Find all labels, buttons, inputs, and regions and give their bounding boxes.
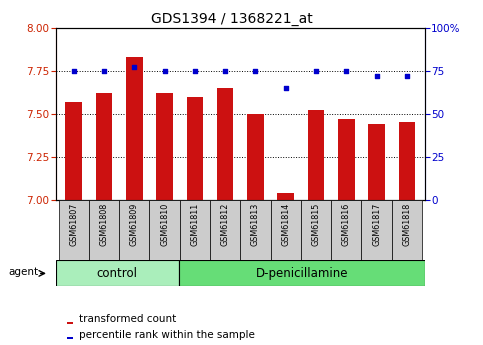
Bar (331, 200, 361, 260)
Point (130, 65, 138, 70)
Bar (210, 200, 241, 260)
Text: D-penicillamine: D-penicillamine (256, 267, 348, 280)
Text: agent: agent (8, 267, 39, 277)
Bar (56, 260, 179, 286)
Point (100, 68, 108, 73)
Text: GSM61809: GSM61809 (130, 203, 139, 246)
Bar (186, 97, 203, 200)
Bar (58, 200, 89, 260)
Text: GSM61813: GSM61813 (251, 203, 260, 246)
Bar (67, 322, 73, 324)
Bar (96, 93, 113, 200)
Bar (156, 93, 173, 200)
Bar (392, 200, 422, 260)
Point (161, 68, 169, 73)
Bar (398, 122, 415, 200)
Point (342, 68, 350, 73)
Bar (368, 124, 385, 200)
Point (312, 68, 320, 73)
Point (403, 73, 411, 79)
Bar (308, 110, 325, 200)
Point (221, 68, 229, 73)
Text: GDS1394 / 1368221_at: GDS1394 / 1368221_at (151, 12, 313, 26)
Text: GSM61815: GSM61815 (312, 203, 321, 246)
Bar (277, 193, 294, 200)
Text: GSM61811: GSM61811 (190, 203, 199, 246)
Text: GSM61817: GSM61817 (372, 203, 381, 246)
Text: GSM61807: GSM61807 (69, 203, 78, 246)
Bar (119, 200, 149, 260)
Text: GSM61814: GSM61814 (281, 203, 290, 246)
Text: GSM61808: GSM61808 (99, 203, 109, 246)
Text: transformed count: transformed count (79, 314, 176, 324)
Bar (126, 57, 142, 200)
Text: GSM61812: GSM61812 (221, 203, 229, 246)
Text: control: control (97, 267, 138, 280)
Bar (149, 200, 180, 260)
Bar (179, 260, 425, 286)
Bar (217, 88, 233, 200)
Bar (338, 119, 355, 200)
Bar (65, 102, 82, 200)
Bar (241, 200, 270, 260)
Point (373, 73, 381, 79)
Text: percentile rank within the sample: percentile rank within the sample (79, 330, 255, 340)
Text: GSM61816: GSM61816 (342, 203, 351, 246)
Bar (67, 337, 73, 339)
Bar (361, 200, 392, 260)
Point (252, 68, 259, 73)
Bar (301, 200, 331, 260)
Point (70, 68, 78, 73)
Point (191, 68, 199, 73)
Point (282, 85, 290, 91)
Bar (180, 200, 210, 260)
Bar (89, 200, 119, 260)
Bar (270, 200, 301, 260)
Text: GSM61810: GSM61810 (160, 203, 169, 246)
Bar (247, 114, 264, 200)
Text: GSM61818: GSM61818 (402, 203, 412, 246)
